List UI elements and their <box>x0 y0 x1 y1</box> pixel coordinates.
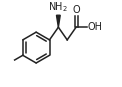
Text: OH: OH <box>88 22 103 32</box>
Polygon shape <box>56 15 60 27</box>
Text: NH$_2$: NH$_2$ <box>48 0 68 14</box>
Text: O: O <box>72 5 80 15</box>
